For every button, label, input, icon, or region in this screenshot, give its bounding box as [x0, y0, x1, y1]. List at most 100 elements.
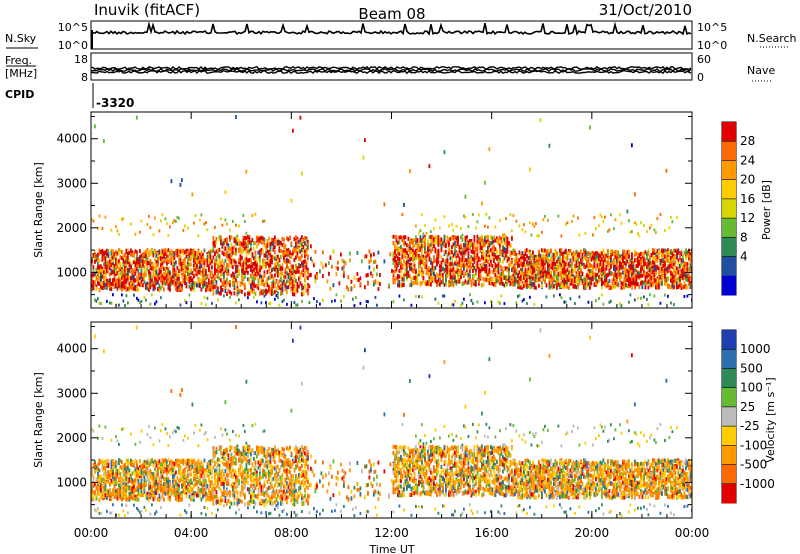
range-cell [200, 272, 203, 277]
range-cell [143, 295, 146, 299]
range-cell [401, 283, 404, 288]
range-cell [397, 256, 399, 261]
range-cell [488, 147, 491, 152]
range-cell [290, 198, 293, 203]
range-cell [455, 279, 458, 284]
range-cell [518, 294, 521, 298]
range-cell [520, 252, 522, 257]
range-cell [487, 278, 489, 283]
range-cell [631, 285, 633, 290]
range-cell [233, 286, 236, 291]
range-cell [127, 251, 129, 256]
range-cell [518, 263, 521, 268]
range-cell [97, 256, 99, 261]
range-cell [275, 279, 278, 284]
range-cell [424, 261, 426, 266]
range-cell [146, 261, 149, 266]
range-cell [161, 213, 164, 217]
range-cell [262, 261, 264, 266]
range-cell [503, 302, 506, 306]
range-cell [212, 248, 215, 253]
range-cell [518, 270, 521, 275]
range-cell [535, 257, 537, 262]
range-cell [110, 228, 113, 232]
range-cell [232, 246, 234, 251]
range-cell [566, 284, 569, 289]
range-cell [95, 299, 98, 303]
range-cell [116, 258, 119, 263]
range-cell [175, 272, 177, 277]
range-cell [328, 271, 330, 276]
range-cell [521, 250, 524, 255]
range-cell [463, 273, 465, 278]
range-cell [464, 271, 467, 276]
range-cell [625, 256, 627, 261]
range-cell [116, 270, 119, 275]
range-cell [227, 288, 230, 293]
range-cell [407, 254, 410, 259]
range-cell [113, 263, 116, 268]
range-cell [349, 258, 351, 263]
range-cell [179, 286, 182, 291]
range-cell [644, 261, 647, 266]
range-cell [652, 283, 654, 288]
range-cell [200, 277, 203, 282]
range-cell [626, 284, 629, 288]
range-cell [128, 285, 131, 290]
range-cell [145, 261, 147, 266]
range-cell [98, 287, 101, 292]
range-cell [503, 237, 506, 242]
range-cell [155, 250, 158, 255]
range-cell [269, 241, 272, 246]
range-cell [496, 239, 498, 244]
range-cell [574, 263, 576, 268]
range-cell [218, 253, 221, 258]
range-cell [565, 284, 567, 289]
range-cell [359, 281, 362, 286]
range-cell [224, 285, 227, 290]
range-cell [569, 272, 572, 277]
range-cell [499, 301, 501, 305]
range-cell [181, 280, 183, 285]
range-cell [611, 260, 614, 265]
range-cell [532, 276, 534, 281]
range-cell [212, 281, 215, 286]
range-cell [499, 272, 501, 277]
range-cell [286, 285, 288, 290]
range-cell [248, 237, 251, 242]
range-cell [628, 219, 630, 223]
range-cell [419, 282, 422, 287]
range-cell [452, 272, 455, 277]
range-cell [625, 272, 627, 277]
range-cell [296, 239, 299, 244]
range-cell [490, 235, 492, 240]
range-cell [92, 272, 95, 277]
range-cell [223, 275, 225, 280]
range-cell [169, 271, 171, 276]
range-cell [533, 224, 536, 228]
range-cell [422, 276, 425, 281]
range-cell [464, 246, 467, 251]
range-cell [500, 280, 503, 285]
range-cell [170, 179, 173, 184]
range-cell [176, 248, 179, 253]
range-cell [646, 251, 648, 256]
range-cell [409, 252, 411, 257]
range-cell [533, 254, 536, 259]
range-cell [131, 286, 134, 291]
range-cell [419, 238, 422, 243]
range-cell [274, 283, 276, 288]
range-cell [587, 274, 590, 279]
range-cell [415, 256, 417, 261]
range-cell [160, 252, 162, 257]
range-cell [292, 284, 294, 289]
range-cell [254, 241, 257, 246]
range-cell [467, 246, 470, 251]
range-cell [235, 301, 237, 305]
range-cell [431, 270, 434, 275]
range-cell [554, 250, 557, 255]
range-cell [217, 298, 219, 302]
range-cell [214, 252, 216, 257]
range-cell [116, 280, 119, 285]
range-cell [616, 258, 618, 263]
